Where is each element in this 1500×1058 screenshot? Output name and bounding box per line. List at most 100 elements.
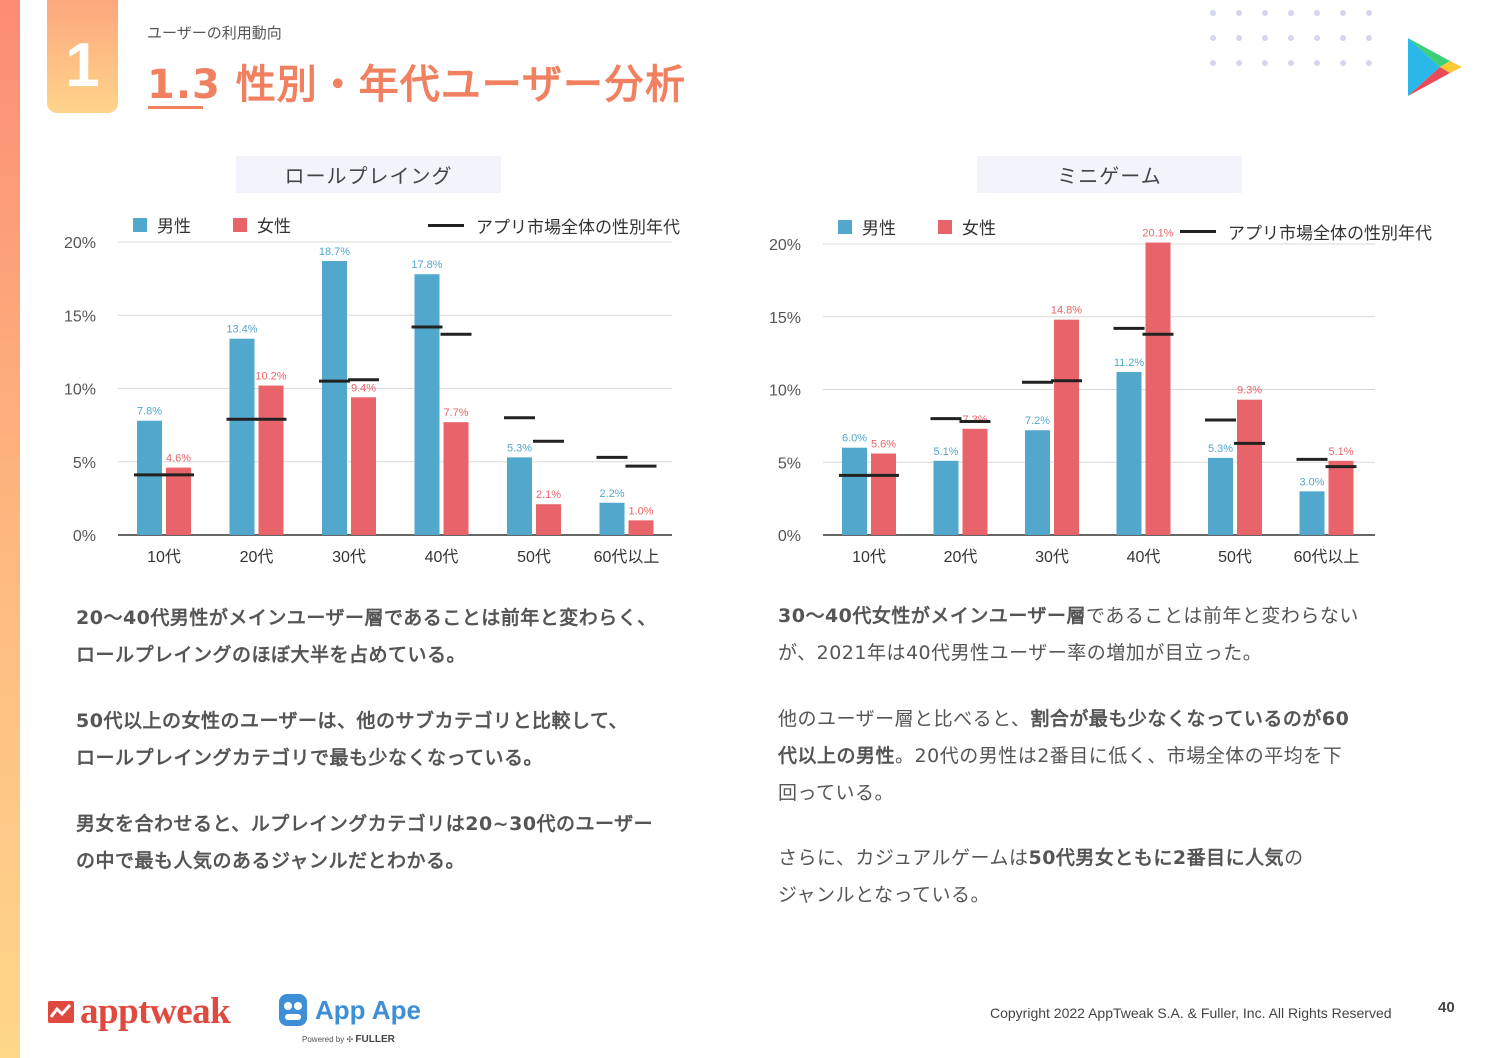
data-label-female: 9.3% (1237, 385, 1262, 397)
left-paragraph-2: 50代以上の女性のユーザーは、他のサブカテゴリと比較して、 ロールプレイングカテゴ… (76, 703, 628, 777)
right-paragraph-2: 他のユーザー層と比べると、割合が最も少なくなっているのが60 代以上の男性。20代… (778, 701, 1349, 812)
bar-male (933, 460, 959, 535)
app-ape-monkey-icon (279, 994, 307, 1026)
y-tick-label: 15% (769, 310, 801, 327)
x-tick-label: 60代以上 (1294, 548, 1360, 566)
decorative-dot (1288, 35, 1294, 41)
section-subtitle: ユーザーの利用動向 (147, 24, 282, 42)
paragraph-text-segment: 50代男女ともに2番目に人気 (1028, 847, 1285, 869)
decorative-dot (1288, 10, 1294, 16)
data-label-male: 5.3% (1208, 443, 1233, 455)
page-number: 40 (1438, 999, 1455, 1016)
decorative-dot (1262, 35, 1268, 41)
decorative-dot (1262, 10, 1268, 16)
paragraph-text-segment: 割合が最も少なくなっているのが60 (1030, 708, 1350, 730)
y-tick-label: 5% (73, 455, 96, 472)
legend-female: 女性 (233, 212, 291, 237)
bar-male (1299, 491, 1325, 535)
data-label-female: 14.8% (1051, 305, 1082, 317)
bar-female (166, 467, 191, 535)
y-tick-label: 0% (778, 528, 801, 545)
decorative-dot (1210, 60, 1216, 66)
data-label-male: 3.0% (1299, 476, 1324, 488)
fuller-wordmark: FULLER (355, 1034, 395, 1045)
legend-female-swatch (938, 219, 952, 234)
page-title: 1.3 性別・年代ユーザー分析 (147, 62, 686, 108)
data-label-male: 2.2% (599, 488, 624, 500)
decorative-dot (1236, 60, 1242, 66)
bar-male (1116, 372, 1142, 535)
data-label-male: 7.2% (1025, 415, 1050, 427)
decorative-dot (1262, 60, 1268, 66)
left-paragraph-1: 20〜40代男性がメインユーザー層であることは前年と変わらく、 ロールプレイングの… (76, 600, 657, 674)
bar-female (1145, 242, 1171, 536)
x-tick-label: 20代 (240, 548, 274, 566)
bar-male (322, 261, 347, 535)
fuller-icon: ✣ (346, 1035, 354, 1044)
legend-male-swatch (838, 219, 852, 234)
paragraph-text-segment: 30〜40代女性がメインユーザー層 (778, 605, 1087, 627)
app-ape-wordmark: App Ape (315, 994, 421, 1025)
data-label-female: 5.6% (871, 439, 896, 451)
legend-market: アプリ市場全体の性別年代 (428, 213, 680, 238)
legend-market-line (428, 224, 464, 227)
decorative-dot (1236, 10, 1242, 16)
bar-female (1328, 460, 1354, 535)
paragraph-text-segment: ロールプレイングのほぼ大半を占めている。 (76, 644, 467, 666)
paragraph-text-segment: 20〜40代男性がメインユーザー層であることは前年と変わらく、 (76, 607, 657, 629)
legend-male-swatch (133, 217, 147, 232)
google-play-icon (1408, 38, 1462, 96)
bar-male (1208, 457, 1233, 535)
y-tick-label: 10% (64, 382, 96, 399)
apptweak-logo: apptweak (48, 990, 231, 1033)
data-label-female: 9.4% (351, 382, 376, 394)
x-tick-label: 30代 (332, 548, 366, 566)
bar-male (1025, 430, 1050, 535)
data-label-male: 13.4% (226, 324, 257, 336)
y-tick-label: 20% (769, 237, 801, 254)
paragraph-text-segment: さらに、カジュアルゲームは (778, 847, 1029, 869)
chart-roleplaying: 0% 5% 10% 15% 20% 7.8% 4.6% 10代 13.4% 10.2% 20代 18.… (64, 235, 672, 566)
x-tick-label: 30代 (1035, 548, 1069, 566)
x-tick-label: 10代 (852, 548, 886, 566)
bar-female (1054, 319, 1079, 535)
bar-male (507, 457, 532, 535)
data-label-female: 7.7% (443, 407, 468, 419)
title-underline (148, 106, 203, 109)
x-tick-label: 60代以上 (594, 548, 660, 566)
paragraph-text-segment: 男女を合わせると、ルプレイングカテゴリは20~30代のユーザー (76, 813, 654, 835)
y-tick-label: 20% (64, 235, 96, 252)
x-tick-label: 50代 (1218, 548, 1252, 566)
x-tick-label: 40代 (425, 548, 459, 566)
data-label-male: 5.3% (507, 442, 532, 454)
chart-title-roleplaying: ロールプレイング (236, 156, 501, 193)
right-paragraph-1: 30〜40代女性がメインユーザー層であることは前年と変わらない が、2021年は4… (778, 598, 1359, 672)
bar-male (137, 420, 162, 535)
decorative-dot (1340, 10, 1346, 16)
side-accent-bar (0, 0, 20, 1058)
legend-market: アプリ市場全体の性別年代 (1180, 219, 1432, 244)
section-number-badge: 1 (47, 0, 118, 113)
bar-female (536, 504, 561, 535)
right-paragraph-3: さらに、カジュアルゲームは50代男女ともに2番目に人気の ジャンルとなっている。 (778, 840, 1304, 914)
chart-minigame: 0% 5% 10% 15% 20% 6.0% 5.6% 10代 5.1% 7.3% 20代 7.2% 1… (769, 228, 1375, 566)
bar-male (842, 447, 867, 535)
data-label-female: 20.1% (1142, 228, 1173, 240)
decorative-dot (1288, 60, 1294, 66)
decorative-dot (1236, 35, 1242, 41)
data-label-male: 18.7% (319, 246, 350, 258)
data-label-female: 5.1% (1328, 446, 1353, 458)
decorative-dot (1366, 10, 1372, 16)
y-tick-label: 0% (73, 528, 96, 545)
app-ape-logo: App Ape (277, 992, 421, 1028)
decorative-dot (1314, 35, 1320, 41)
legend-male-label: 男性 (157, 217, 191, 237)
x-tick-label: 50代 (517, 548, 551, 566)
legend-female: 女性 (938, 214, 996, 239)
decorative-dot (1366, 35, 1372, 41)
bar-female (871, 453, 896, 535)
decorative-dot (1314, 60, 1320, 66)
data-label-female: 7.3% (962, 414, 987, 426)
bar-female (258, 385, 284, 535)
legend-female-label: 女性 (257, 217, 291, 237)
